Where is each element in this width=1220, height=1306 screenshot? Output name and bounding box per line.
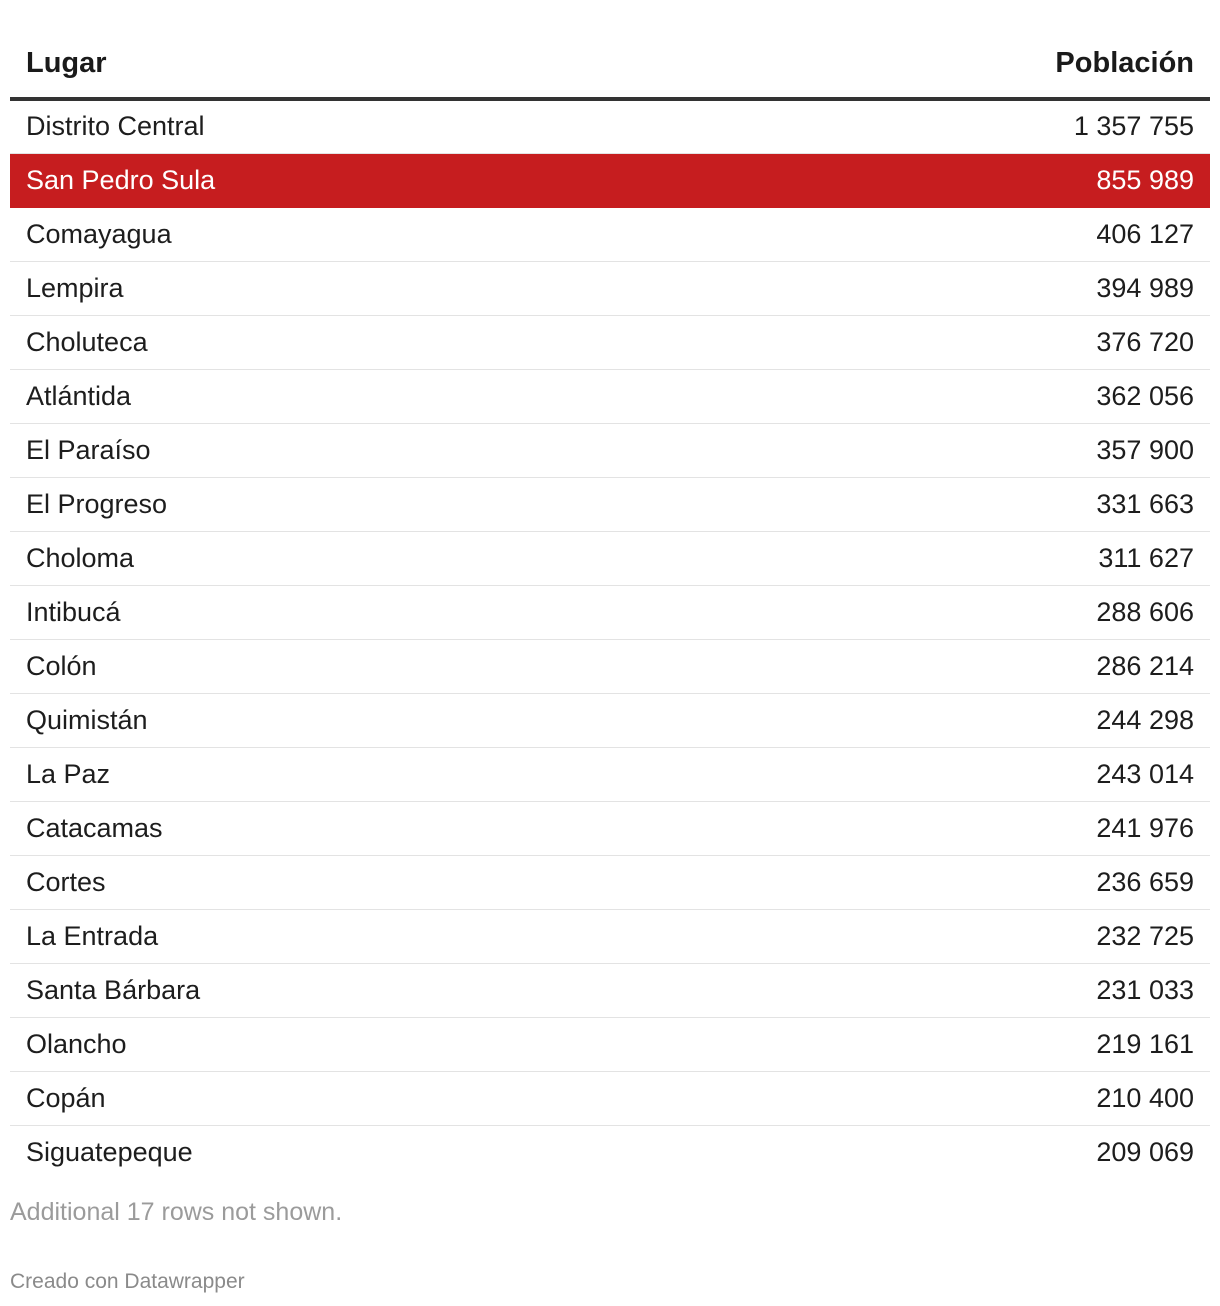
table-row: Santa Bárbara 231 033 <box>10 963 1210 1018</box>
cell-lugar: Colón <box>10 639 610 694</box>
table-row: La Entrada 232 725 <box>10 909 1210 964</box>
cell-poblacion: 219 161 <box>610 1017 1210 1072</box>
cell-lugar: Comayagua <box>10 207 610 262</box>
cell-lugar: Lempira <box>10 261 610 316</box>
cell-lugar: Quimistán <box>10 693 610 748</box>
table-row: Catacamas 241 976 <box>10 801 1210 856</box>
cell-lugar: La Paz <box>10 747 610 802</box>
cell-poblacion: 241 976 <box>610 801 1210 856</box>
cell-poblacion: 357 900 <box>610 423 1210 478</box>
cell-poblacion: 406 127 <box>610 207 1210 262</box>
cell-poblacion: 209 069 <box>1096 1136 1194 1167</box>
table-notes: Additional 17 rows not shown. <box>10 1198 343 1226</box>
cell-poblacion: 231 033 <box>610 963 1210 1018</box>
cell-lugar: El Paraíso <box>10 423 610 478</box>
cell-poblacion: 331 663 <box>610 477 1210 532</box>
cell-lugar: Santa Bárbara <box>10 963 610 1018</box>
table-row: Olancho 219 161 <box>10 1017 1210 1072</box>
table-header: Lugar Población <box>10 0 1210 101</box>
cell-poblacion: 232 725 <box>610 909 1210 964</box>
cell-poblacion: 286 214 <box>610 639 1210 694</box>
cell-poblacion: 210 400 <box>610 1071 1210 1126</box>
table-row: Copán 210 400 <box>10 1071 1210 1126</box>
cell-lugar: El Progreso <box>10 477 610 532</box>
cell-lugar: Catacamas <box>10 801 610 856</box>
table-body: Distrito Central 1 357 755 San Pedro Sula 8… <box>10 99 1210 1179</box>
cell-lugar: Intibucá <box>10 585 610 640</box>
table-row: Quimistán 244 298 <box>10 693 1210 748</box>
cell-lugar: Choluteca <box>10 315 610 370</box>
cell-poblacion: 376 720 <box>610 315 1210 370</box>
table-row: Choluteca 376 720 <box>10 315 1210 370</box>
cell-lugar: Siguatepeque <box>26 1136 193 1167</box>
cell-poblacion: 1 357 755 <box>610 99 1210 154</box>
table-row: Cortes 236 659 <box>10 855 1210 910</box>
table-row: El Progreso 331 663 <box>10 477 1210 532</box>
table-row: Intibucá 288 606 <box>10 585 1210 640</box>
table-row: Distrito Central 1 357 755 <box>10 99 1210 154</box>
cell-poblacion: 394 989 <box>610 261 1210 316</box>
cell-poblacion: 236 659 <box>610 855 1210 910</box>
cell-poblacion: 362 056 <box>610 369 1210 424</box>
column-header-poblacion[interactable]: Población <box>610 0 1210 101</box>
cell-lugar: Distrito Central <box>10 99 610 154</box>
cell-poblacion: 288 606 <box>610 585 1210 640</box>
table-row-highlighted: San Pedro Sula 855 989 <box>10 153 1210 208</box>
population-table: Lugar Población Distrito Central 1 357 75… <box>10 0 1210 1179</box>
header-row: Lugar Población <box>10 0 1210 101</box>
cell-lugar: Choloma <box>10 531 610 586</box>
cell-poblacion: 244 298 <box>610 693 1210 748</box>
cell-poblacion: 243 014 <box>610 747 1210 802</box>
table-container: Lugar Población Distrito Central 1 357 75… <box>10 0 1210 1179</box>
table-row: Siguatepeque 209 069 <box>10 1125 1210 1179</box>
cell-lugar: Atlántida <box>10 369 610 424</box>
table-row: Lempira 394 989 <box>10 261 1210 316</box>
footer-credit: Creado con Datawrapper <box>10 1270 245 1293</box>
cell-lugar: Cortes <box>10 855 610 910</box>
cell-lugar: Olancho <box>10 1017 610 1072</box>
cell-poblacion: 311 627 <box>610 531 1210 586</box>
table-row: Comayagua 406 127 <box>10 207 1210 262</box>
table-row: La Paz 243 014 <box>10 747 1210 802</box>
cell-lugar: La Entrada <box>10 909 610 964</box>
cell-lugar: San Pedro Sula <box>10 153 610 208</box>
cell-lugar: Copán <box>10 1071 610 1126</box>
table-row: El Paraíso 357 900 <box>10 423 1210 478</box>
table-row: Atlántida 362 056 <box>10 369 1210 424</box>
table-row: Colón 286 214 <box>10 639 1210 694</box>
cell-poblacion: 855 989 <box>610 153 1210 208</box>
column-header-lugar[interactable]: Lugar <box>10 0 610 101</box>
table-row: Choloma 311 627 <box>10 531 1210 586</box>
